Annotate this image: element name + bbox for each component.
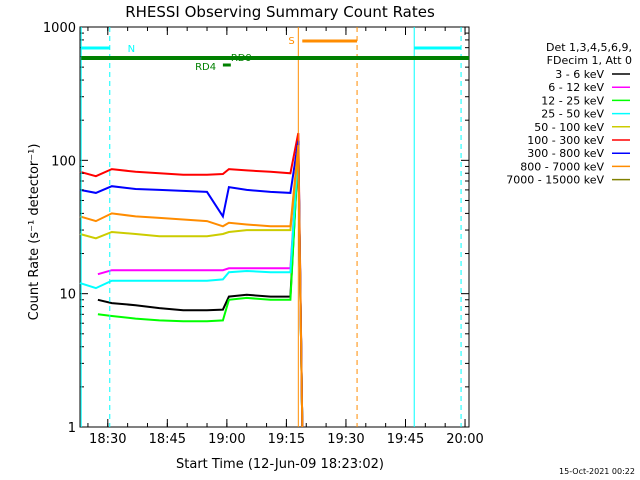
x-tick-label: 20:00 bbox=[446, 432, 483, 447]
series-line-7 bbox=[79, 145, 304, 428]
y-tick-label: 100 bbox=[51, 154, 76, 169]
legend-label-3: 25 - 50 keV bbox=[541, 108, 604, 121]
legend-label-7: 800 - 7000 keV bbox=[520, 160, 604, 173]
series-line-3 bbox=[79, 149, 304, 428]
series-line-4 bbox=[79, 149, 304, 428]
x-tick-label: 19:00 bbox=[208, 432, 245, 447]
legend-header-line: Det 1,3,4,5,6,9, bbox=[546, 41, 632, 54]
x-tick-label: 19:45 bbox=[387, 432, 424, 447]
y-tick-label: 1 bbox=[68, 421, 76, 436]
x-tick-label: 19:30 bbox=[327, 432, 364, 447]
annotation-label: S bbox=[288, 36, 294, 47]
y-tick-label: 10 bbox=[59, 288, 76, 303]
x-tick-label: 18:45 bbox=[149, 432, 186, 447]
series-line-5 bbox=[79, 132, 304, 428]
y-tick-label: 1000 bbox=[43, 21, 76, 36]
plot-area: 1 10 100 1000 18:30 18:45 19:00 19:15 19:30 19:4… bbox=[43, 21, 484, 447]
chart-title: RHESSI Observing Summary Count Rates bbox=[125, 3, 435, 21]
series-line-2 bbox=[97, 149, 304, 428]
legend-label-6: 300 - 800 keV bbox=[527, 147, 604, 160]
annotation-label: RD9 bbox=[231, 53, 252, 64]
series-line-6 bbox=[79, 140, 304, 428]
annotation-layer: N S RD4 RD9 bbox=[80, 27, 469, 427]
x-axis-label: Start Time (12-Jun-09 18:23:02) bbox=[176, 457, 384, 472]
legend-label-8: 7000 - 15000 keV bbox=[506, 174, 604, 187]
legend-label-0: 3 - 6 keV bbox=[555, 68, 604, 81]
generated-date: 15-Oct-2021 00:22 bbox=[559, 467, 635, 476]
legend-label-1: 6 - 12 keV bbox=[548, 81, 604, 94]
legend: Det 1,3,4,5,6,9,FDecim 1, Att 03 - 6 keV… bbox=[506, 41, 632, 187]
legend-header-line: FDecim 1, Att 0 bbox=[547, 54, 632, 67]
legend-label-5: 100 - 300 keV bbox=[527, 134, 604, 147]
annotation-label: RD4 bbox=[195, 62, 216, 73]
y-axis: 1 10 100 1000 bbox=[43, 21, 469, 436]
annotation-label: N bbox=[128, 44, 135, 55]
x-tick-label: 18:30 bbox=[89, 432, 126, 447]
series-layer bbox=[79, 132, 304, 428]
legend-label-2: 12 - 25 keV bbox=[541, 94, 604, 107]
x-axis: 18:30 18:45 19:00 19:15 19:30 19:45 20:00 bbox=[87, 27, 484, 447]
legend-label-4: 50 - 100 keV bbox=[534, 121, 604, 134]
plot-frame bbox=[79, 26, 470, 428]
y-axis-label: Count Rate (s⁻¹ detector⁻¹) bbox=[27, 144, 42, 321]
x-tick-label: 19:15 bbox=[268, 432, 305, 447]
